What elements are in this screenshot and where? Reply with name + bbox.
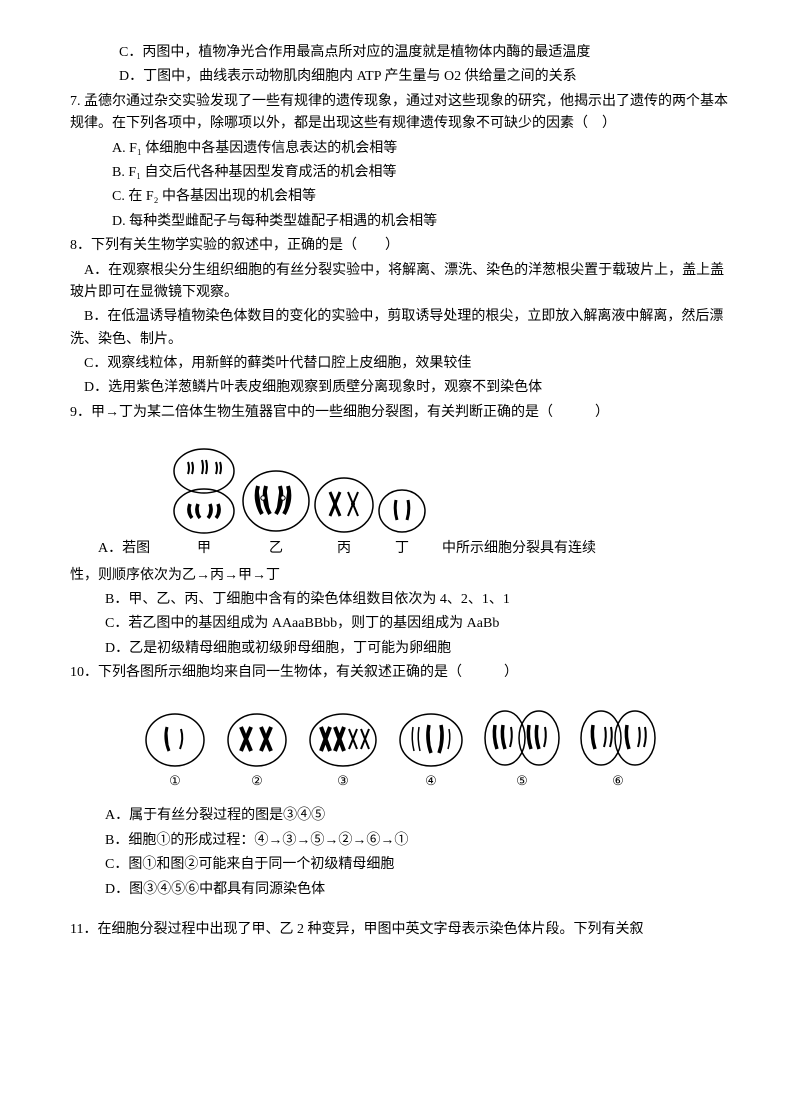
q7-option-a: A. F₁ 体细胞中各基因遗传信息表达的机会相等 [70, 138, 730, 160]
num-label-2: ② [251, 771, 263, 792]
q9-label-bing: 丙 [337, 538, 351, 560]
q9-option-b: B．甲、乙、丙、丁细胞中含有的染色体组数目依次为 4、2、1、1 [70, 589, 730, 611]
q6-option-d: D．丁图中，曲线表示动物肌肉细胞内 ATP 产生量与 O2 供给量之间的关系 [70, 66, 730, 88]
q9-cell-jia: 甲 [168, 446, 240, 560]
num-label-3: ③ [337, 771, 349, 792]
q10-option-b: B．细胞①的形成过程：④→③→⑤→②→⑥→① [70, 830, 730, 852]
q9-option-a-left: A．若图 [98, 538, 168, 560]
num-label-6: ⑥ [612, 771, 624, 792]
q10-option-a: A．属于有丝分裂过程的图是③④⑤ [70, 805, 730, 827]
cell-diagram-icon [240, 466, 312, 536]
num-label-1: ① [169, 771, 181, 792]
q8-option-c: C．观察线粒体，用新鲜的藓类叶代替口腔上皮细胞，效果较佳 [70, 353, 730, 375]
q9-option-c: C．若乙图中的基因组成为 AAaaBBbb，则丁的基因组成为 AaBb [70, 613, 730, 635]
cell-diagram-icon [579, 707, 657, 769]
q8-stem: 8．下列有关生物学实验的叙述中，正确的是（ ） [70, 235, 730, 257]
q9-label-jia: 甲 [197, 538, 211, 560]
cell-diagram-icon [307, 711, 379, 769]
q8-option-b: B．在低温诱导植物染色体数目的变化的实验中，剪取诱导处理的根尖，立即放入解离液中… [70, 306, 730, 351]
q10-figure-row: ① ② ③ [70, 707, 730, 792]
num-label-5: ⑤ [516, 771, 528, 792]
num-label-4: ④ [425, 771, 437, 792]
cell-diagram-icon [376, 486, 428, 536]
q6-option-c: C．丙图中，植物净光合作用最高点所对应的温度就是植物体内酶的最适温度 [70, 42, 730, 64]
q9-figure-row: A．若图 甲 乙 [70, 446, 730, 560]
q9-label-yi: 乙 [269, 538, 283, 560]
q9-cell-bing: 丙 [312, 474, 376, 560]
q11-stem: 11．在细胞分裂过程中出现了甲、乙 2 种变异，甲图中英文字母表示染色体片段。下… [70, 919, 730, 941]
q7-option-d: D. 每种类型雌配子与每种类型雄配子相遇的机会相等 [70, 211, 730, 233]
q7-option-c: C. 在 F₂ 中各基因出现的机会相等 [70, 186, 730, 208]
q7-stem: 7. 孟德尔通过杂交实验发现了一些有规律的遗传现象，通过对这些现象的研究，他揭示… [70, 91, 730, 136]
q7-option-b: B. F₁ 自交后代各种基因型发育成活的机会相等 [70, 162, 730, 184]
q9-option-a-cont: 性，则顺序依次为乙→丙→甲→丁 [70, 565, 730, 587]
q8-option-a: A．在观察根尖分生组织细胞的有丝分裂实验中，将解离、漂洗、染色的洋葱根尖置于载玻… [70, 260, 730, 305]
cell-diagram-icon [483, 707, 561, 769]
q10-stem: 10．下列各图所示细胞均来自同一生物体，有关叙述正确的是（ ） [70, 662, 730, 684]
cell-diagram-icon [168, 446, 240, 536]
q10-cell-5: ⑤ [483, 707, 561, 792]
q8-option-d: D．选用紫色洋葱鳞片叶表皮细胞观察到质壁分离现象时，观察不到染色体 [70, 377, 730, 399]
document-page: C．丙图中，植物净光合作用最高点所对应的温度就是植物体内酶的最适温度 D．丁图中… [0, 0, 800, 1003]
cell-diagram-icon [397, 711, 465, 769]
q9-option-d: D．乙是初级精母细胞或初级卵母细胞，丁可能为卵细胞 [70, 638, 730, 660]
q10-option-d: D．图③④⑤⑥中都具有同源染色体 [70, 879, 730, 901]
q9-cell-ding: 丁 [376, 486, 428, 560]
q9-stem: 9．甲→丁为某二倍体生物生殖器官中的一些细胞分裂图，有关判断正确的是（ ） [70, 402, 730, 424]
q9-cell-yi: 乙 [240, 466, 312, 560]
q10-cell-2: ② [225, 711, 289, 792]
q10-cell-6: ⑥ [579, 707, 657, 792]
q10-cell-1: ① [143, 711, 207, 792]
q10-cell-4: ④ [397, 711, 465, 792]
cell-diagram-icon [225, 711, 289, 769]
cell-diagram-icon [143, 711, 207, 769]
q10-cell-3: ③ [307, 711, 379, 792]
q10-option-c: C．图①和图②可能来自于同一个初级精母细胞 [70, 854, 730, 876]
q9-label-ding: 丁 [395, 538, 409, 560]
q9-option-a-right: 中所示细胞分裂具有连续 [442, 538, 596, 560]
cell-diagram-icon [312, 474, 376, 536]
